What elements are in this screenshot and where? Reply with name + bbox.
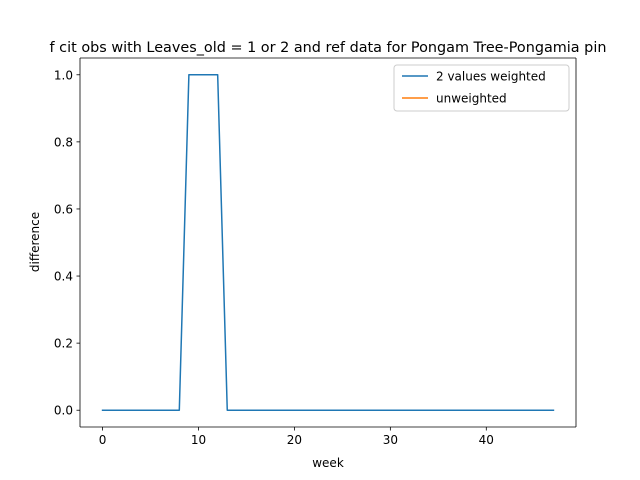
x-axis-label: week: [312, 456, 344, 470]
y-tick-label: 1.0: [54, 68, 73, 82]
y-tick-label: 0.4: [54, 270, 73, 284]
x-tick-label: 30: [383, 433, 398, 447]
x-axis-ticks: 0 10 20 30 40: [99, 427, 494, 447]
series-line-weighted: [101, 74, 555, 411]
x-tick-label: 20: [287, 433, 302, 447]
legend: 2 values weighted unweighted: [393, 64, 570, 112]
legend-label-unweighted: unweighted: [436, 92, 507, 106]
y-tick-label: 0.2: [54, 337, 73, 351]
series-layer: [101, 74, 555, 411]
legend-label-weighted: 2 values weighted: [436, 70, 546, 84]
plot-area: [80, 58, 576, 427]
axes-frame: [79, 57, 577, 428]
y-tick-label: 0.0: [54, 404, 73, 418]
x-tick-label: 40: [479, 433, 494, 447]
y-tick-label: 0.6: [54, 202, 73, 216]
chart-title: f cit obs with Leaves_old = 1 or 2 and r…: [50, 40, 607, 56]
legend-box: [393, 64, 570, 112]
x-tick-label: 0: [99, 433, 107, 447]
y-tick-label: 0.8: [54, 135, 73, 149]
y-axis-ticks: 0.0 0.2 0.4 0.6 0.8 1.0: [54, 68, 80, 418]
plot-background: [80, 58, 576, 427]
x-tick-label: 10: [191, 433, 206, 447]
y-axis-label: difference: [28, 212, 42, 272]
